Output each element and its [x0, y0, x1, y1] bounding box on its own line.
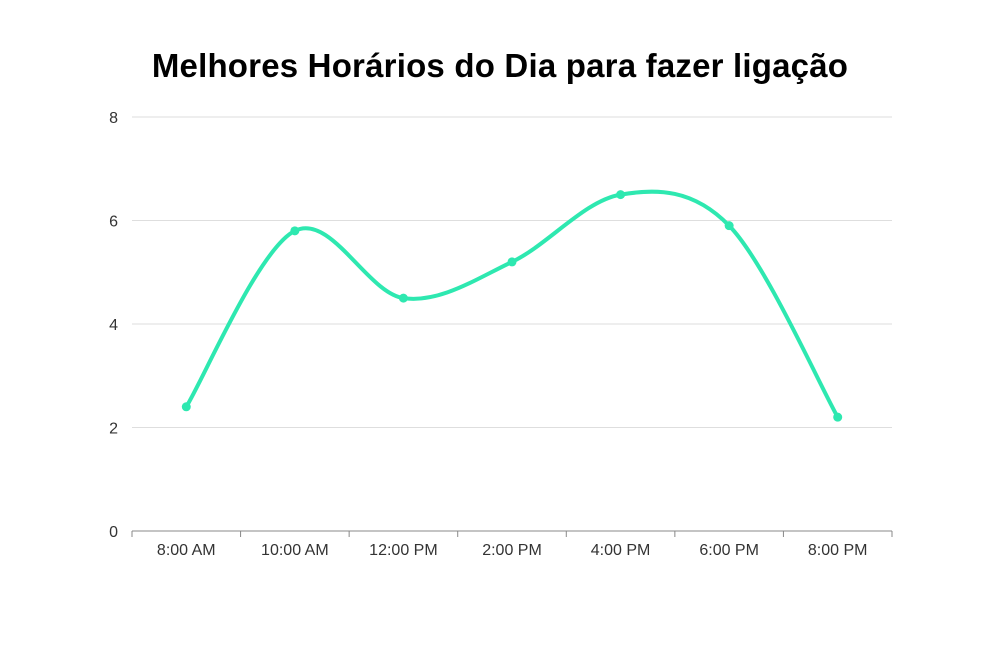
axes [131, 530, 893, 537]
y-tick-label: 4 [109, 317, 118, 334]
data-point [724, 221, 734, 231]
series [184, 189, 840, 420]
x-tick-label: 4:00 PM [591, 542, 651, 559]
data-points [181, 190, 843, 422]
x-tick-label: 12:00 PM [369, 542, 437, 559]
data-point [507, 257, 517, 267]
data-point [616, 190, 626, 200]
y-tick-label: 0 [109, 524, 118, 541]
data-point [398, 293, 408, 303]
y-tick-label: 6 [109, 214, 118, 231]
x-tick-label: 2:00 PM [482, 542, 542, 559]
x-tick-label: 8:00 PM [808, 542, 868, 559]
chart-title: Melhores Horários do Dia para fazer liga… [151, 47, 849, 84]
series-line [184, 189, 840, 420]
x-tick-label: 6:00 PM [699, 542, 759, 559]
y-tick-labels: 0 2 4 6 8 [109, 110, 118, 541]
data-point [833, 412, 843, 422]
y-tick-label: 8 [109, 110, 118, 127]
y-tick-label: 2 [109, 421, 118, 438]
grid-lines [132, 116, 892, 428]
data-point [290, 226, 300, 236]
x-tick-labels: 8:00 AM 10:00 AM 12:00 PM 2:00 PM 4:00 PM 6:0… [157, 542, 868, 559]
data-point [181, 402, 191, 412]
x-tick-label: 8:00 AM [157, 542, 216, 559]
x-tick-label: 10:00 AM [261, 542, 329, 559]
